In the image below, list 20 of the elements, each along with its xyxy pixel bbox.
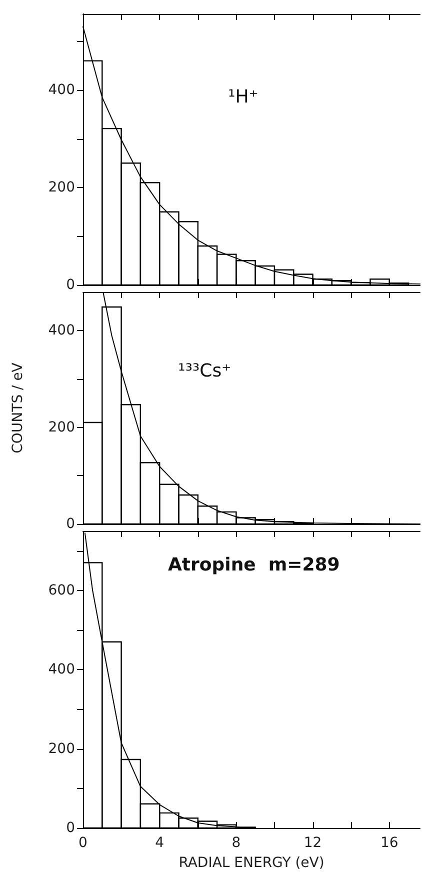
x-tick-label: 12 xyxy=(304,835,322,851)
y-tick-label: 200 xyxy=(48,740,75,757)
x-tick-label: 16 xyxy=(380,835,398,851)
y-tick-label: 0 xyxy=(66,516,75,532)
y-tick-label: 200 xyxy=(48,419,75,436)
y-tick-label: 0 xyxy=(66,820,75,836)
x-tick-label: 8 xyxy=(232,835,241,851)
annotation: ¹H⁺ xyxy=(228,86,258,108)
y-tick-label: 0 xyxy=(66,277,75,293)
annotation: Atropine m=289 xyxy=(168,554,340,576)
y-axis-title: COUNTS / eV xyxy=(10,362,26,454)
y-tick-label: 600 xyxy=(48,582,75,598)
y-tick-label: 400 xyxy=(48,82,75,98)
y-tick-label: 400 xyxy=(48,322,75,339)
y-tick-label: 200 xyxy=(48,180,75,196)
x-axis-title: RADIAL ENERGY (eV) xyxy=(178,855,324,871)
x-tick-label: 4 xyxy=(155,835,164,851)
x-tick-label: 0 xyxy=(78,835,88,851)
y-tick-label: 400 xyxy=(48,662,75,678)
annotation: ¹³³Cs⁺ xyxy=(178,360,232,382)
